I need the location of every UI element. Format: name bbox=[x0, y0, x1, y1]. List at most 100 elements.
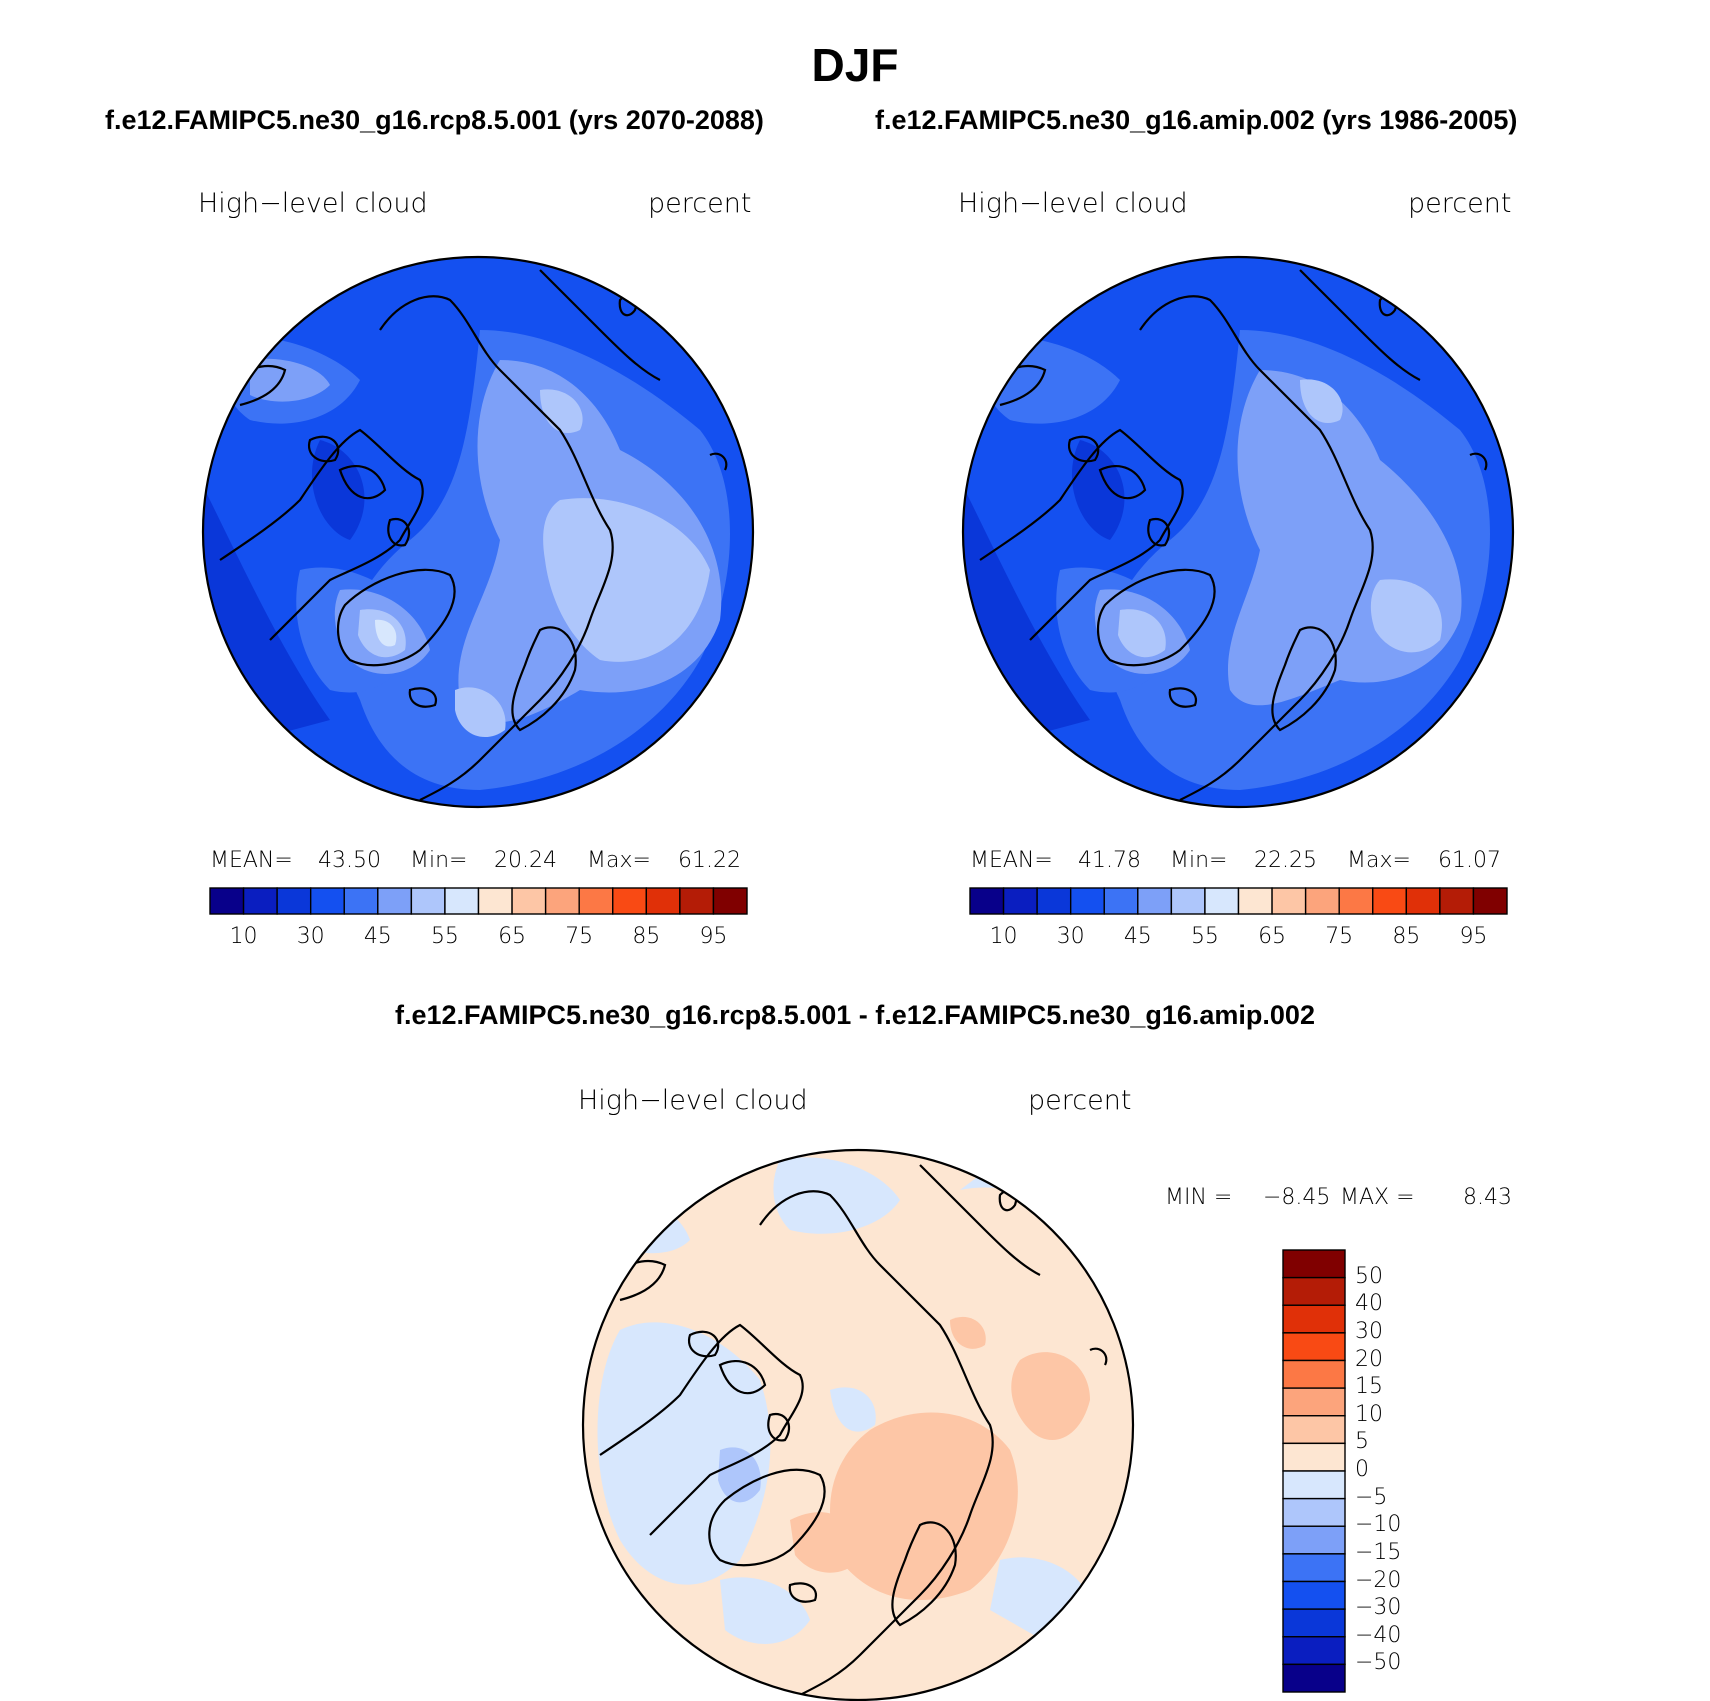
colorbar3-swatch bbox=[1282, 1470, 1346, 1500]
colorbar2-swatch bbox=[1137, 887, 1173, 915]
colorbar3-tick-label: 50 bbox=[1355, 1263, 1383, 1289]
panel1-mean-label: MEAN= bbox=[210, 848, 293, 873]
colorbar1-swatch bbox=[343, 887, 379, 915]
colorbar2-tick-label: 65 bbox=[1258, 924, 1287, 949]
panel1-max-label: Max= bbox=[587, 848, 651, 873]
colorbar3-swatch bbox=[1282, 1359, 1346, 1389]
colorbar1-tick-label: 75 bbox=[565, 924, 594, 949]
colorbar1-swatch bbox=[477, 887, 513, 915]
colorbar1-tick-label: 95 bbox=[699, 924, 728, 949]
colorbar2-swatch bbox=[1170, 887, 1206, 915]
colorbar3-tick-label: 10 bbox=[1355, 1401, 1383, 1427]
colorbar3-swatch bbox=[1282, 1442, 1346, 1472]
colorbar3-tick-label: −30 bbox=[1355, 1595, 1402, 1621]
colorbar3-tick-label: −15 bbox=[1355, 1539, 1402, 1565]
colorbar3-swatch bbox=[1282, 1415, 1346, 1445]
map-panel-2 bbox=[961, 255, 1515, 809]
colorbar2-swatch bbox=[1002, 887, 1038, 915]
panel2-mean: 41.78 bbox=[1078, 848, 1141, 873]
panel1-min-label: Min= bbox=[410, 848, 468, 873]
panel1-mean: 43.50 bbox=[318, 848, 381, 873]
colorbar3-swatch bbox=[1282, 1304, 1346, 1334]
panel1-variable: High−level cloud bbox=[198, 188, 428, 219]
panel3-min: −8.45 bbox=[1263, 1185, 1331, 1210]
colorbar1-swatch bbox=[679, 887, 715, 915]
colorbar2-swatch bbox=[1472, 887, 1508, 915]
colorbar3-tick-label: −50 bbox=[1355, 1650, 1402, 1676]
colorbar1-swatch bbox=[712, 887, 748, 915]
colorbar2-tick-label: 45 bbox=[1123, 924, 1152, 949]
colorbar3-tick-label: 30 bbox=[1355, 1318, 1383, 1344]
subtitle-right: f.e12.FAMIPC5.ne30_g16.amip.002 (yrs 198… bbox=[875, 105, 1518, 135]
colorbar2-tick-label: 55 bbox=[1190, 924, 1219, 949]
panel2-max-label: Max= bbox=[1347, 848, 1411, 873]
panel2-mean-label: MEAN= bbox=[970, 848, 1053, 873]
subtitle-left: f.e12.FAMIPC5.ne30_g16.rcp8.5.001 (yrs 2… bbox=[105, 105, 764, 135]
colorbar3-swatch bbox=[1282, 1553, 1346, 1583]
colorbar1-swatch bbox=[276, 887, 312, 915]
colorbar3-tick-label: −5 bbox=[1355, 1484, 1388, 1510]
panel2-units: percent bbox=[1408, 188, 1512, 219]
colorbar3-swatch bbox=[1282, 1387, 1346, 1417]
colorbar3-tick-label: 0 bbox=[1355, 1457, 1369, 1482]
panel2-min-label: Min= bbox=[1170, 848, 1228, 873]
colorbar2-tick-label: 30 bbox=[1056, 924, 1085, 949]
colorbar1-swatch bbox=[511, 887, 547, 915]
colorbar1-swatch bbox=[444, 887, 480, 915]
panel2-variable: High−level cloud bbox=[958, 188, 1188, 219]
colorbar3-tick-label: −20 bbox=[1355, 1567, 1402, 1593]
colorbar1-tick-label: 55 bbox=[430, 924, 459, 949]
colorbar3-swatch bbox=[1282, 1636, 1346, 1666]
colorbar3-swatch bbox=[1282, 1525, 1346, 1555]
colorbar2-swatch bbox=[1405, 887, 1441, 915]
colorbar3-tick-label: −40 bbox=[1355, 1622, 1402, 1648]
colorbar2-swatch bbox=[1372, 887, 1408, 915]
panel1-max: 61.22 bbox=[678, 848, 741, 873]
colorbar1-swatch bbox=[544, 887, 580, 915]
colorbar1-tick-label: 45 bbox=[363, 924, 392, 949]
colorbar2-tick-label: 75 bbox=[1325, 924, 1354, 949]
panel2-max: 61.07 bbox=[1438, 848, 1501, 873]
map-panel-3 bbox=[581, 1148, 1135, 1701]
colorbar2-tick-label: 85 bbox=[1392, 924, 1421, 949]
colorbar3-tick-label: 20 bbox=[1355, 1346, 1383, 1372]
map-panel-1 bbox=[201, 255, 755, 809]
colorbar2-swatch bbox=[1439, 887, 1475, 915]
colorbar2-swatch bbox=[1204, 887, 1240, 915]
figure-title: DJF bbox=[811, 39, 899, 91]
colorbar3-tick-label: 15 bbox=[1355, 1374, 1383, 1400]
colorbar3-swatch bbox=[1282, 1608, 1346, 1638]
colorbar3-swatch bbox=[1282, 1663, 1346, 1693]
panel1-units: percent bbox=[648, 188, 752, 219]
colorbar3-tick-label: −10 bbox=[1355, 1512, 1402, 1538]
colorbar2-swatch bbox=[1036, 887, 1072, 915]
colorbar1-tick-label: 65 bbox=[498, 924, 527, 949]
colorbar1-tick-label: 30 bbox=[296, 924, 325, 949]
colorbar-2 bbox=[969, 887, 1508, 915]
colorbar3-swatch bbox=[1282, 1580, 1346, 1610]
colorbar1-swatch bbox=[645, 887, 681, 915]
colorbar2-swatch bbox=[1103, 887, 1139, 915]
panel3-max-label: MAX = bbox=[1340, 1185, 1415, 1210]
colorbar2-tick-label: 95 bbox=[1459, 924, 1488, 949]
colorbar1-swatch bbox=[410, 887, 446, 915]
colorbar1-swatch bbox=[612, 887, 648, 915]
colorbar1-swatch bbox=[209, 887, 245, 915]
colorbar3-swatch bbox=[1282, 1249, 1346, 1279]
panel3-max: 8.43 bbox=[1463, 1185, 1512, 1210]
colorbar1-swatch bbox=[578, 887, 614, 915]
colorbar2-swatch bbox=[1304, 887, 1340, 915]
colorbar3-swatch bbox=[1282, 1497, 1346, 1527]
colorbar2-swatch bbox=[1069, 887, 1105, 915]
colorbar1-swatch bbox=[242, 887, 278, 915]
colorbar3-tick-label: 40 bbox=[1355, 1291, 1383, 1317]
colorbar3-tick-label: 5 bbox=[1355, 1429, 1369, 1455]
colorbar2-swatch bbox=[1271, 887, 1307, 915]
colorbar1-swatch bbox=[377, 887, 413, 915]
colorbar2-swatch bbox=[969, 887, 1005, 915]
panel1-min: 20.24 bbox=[494, 848, 557, 873]
colorbar3-swatch bbox=[1282, 1276, 1346, 1306]
colorbar3-swatch bbox=[1282, 1332, 1346, 1362]
panel3-min-label: MIN = bbox=[1165, 1185, 1233, 1210]
